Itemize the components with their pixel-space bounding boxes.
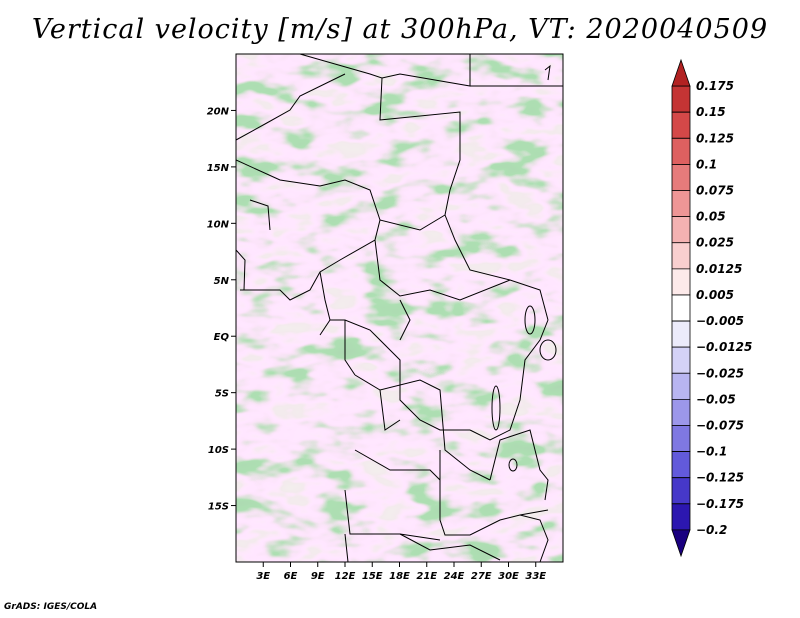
colorbar-bin (671, 372, 691, 400)
colorbar-label: −0.075 (696, 418, 744, 432)
colorbar-label: 0.025 (696, 236, 734, 250)
colorbar-bin (671, 58, 691, 87)
y-tick-label: 20N (207, 106, 230, 117)
x-tick-label: 6E (284, 571, 298, 582)
colorbar-bin (671, 216, 691, 244)
vertical-velocity-field (236, 54, 563, 562)
country-borders (236, 54, 563, 562)
colorbar-bin (671, 503, 691, 531)
y-tick-label: 10S (208, 445, 229, 456)
x-tick-label: 27E (471, 571, 492, 582)
colorbar-label: −0.1 (696, 445, 727, 459)
colorbar-bin (671, 477, 691, 505)
grads-credit: GrADS: IGES/COLA (4, 602, 98, 612)
y-tick-label: 5S (215, 389, 229, 400)
y-tick-label: 5N (214, 276, 230, 287)
colorbar-label: 0.175 (696, 79, 734, 93)
colorbar-label: 0.005 (696, 288, 734, 302)
colorbar-bin (671, 346, 691, 374)
x-tick-label: 18E (389, 571, 410, 582)
x-tick-label: 9E (311, 571, 325, 582)
colorbar-label: −0.175 (696, 497, 744, 511)
colorbar-bin (671, 268, 691, 296)
colorbar-bin (671, 164, 691, 191)
y-tick-label: EQ (214, 332, 230, 343)
colorbar-bin (671, 111, 691, 139)
chart-title: Vertical velocity [m/s] at 300hPa, VT: 2… (31, 14, 769, 45)
x-tick-label: 15E (362, 571, 383, 582)
colorbar-bin (671, 242, 691, 270)
x-tick-label: 33E (525, 571, 546, 582)
lakes (491, 305, 557, 472)
colorbar-bin (671, 398, 691, 426)
colorbar-label: −0.05 (696, 392, 736, 406)
colorbar-bin (671, 294, 691, 322)
x-axis: 3E 6E 9E 12E 15E 18E 21E 24E 27E 30E 33E (256, 562, 546, 582)
y-tick-label: 10N (207, 219, 230, 230)
x-tick-label: 30E (498, 571, 519, 582)
colorbar: 0.175 0.15 0.125 0.1 0.075 0.05 0.025 0.0125 0.0… (671, 58, 752, 558)
colorbar-bin (671, 451, 691, 479)
colorbar-label: 0.15 (696, 105, 726, 119)
colorbar-label: 0.1 (696, 157, 717, 171)
x-tick-label: 3E (256, 571, 270, 582)
colorbar-label: −0.0125 (696, 340, 752, 354)
colorbar-label: 0.075 (696, 184, 734, 198)
colorbar-label: 0.05 (696, 210, 726, 224)
x-tick-label: 12E (335, 571, 356, 582)
y-tick-label: 15S (208, 502, 229, 513)
colorbar-bin (671, 425, 691, 452)
y-axis: 20N 15N 10N 5N EQ 5S 10S 15S (207, 106, 236, 513)
colorbar-bin (671, 190, 691, 218)
colorbar-label: −0.125 (696, 471, 744, 485)
x-tick-label: 21E (416, 571, 437, 582)
colorbar-label: −0.2 (696, 523, 727, 537)
colorbar-label: 0.125 (696, 131, 734, 145)
colorbar-label: 0.0125 (696, 262, 742, 276)
y-tick-label: 15N (207, 163, 230, 174)
colorbar-bin (671, 320, 691, 348)
colorbar-label: −0.025 (696, 366, 744, 380)
x-tick-label: 24E (444, 571, 465, 582)
colorbar-bin (671, 137, 691, 165)
colorbar-label: −0.005 (696, 314, 744, 328)
colorbar-bin (671, 529, 691, 558)
colorbar-bin (671, 85, 691, 113)
